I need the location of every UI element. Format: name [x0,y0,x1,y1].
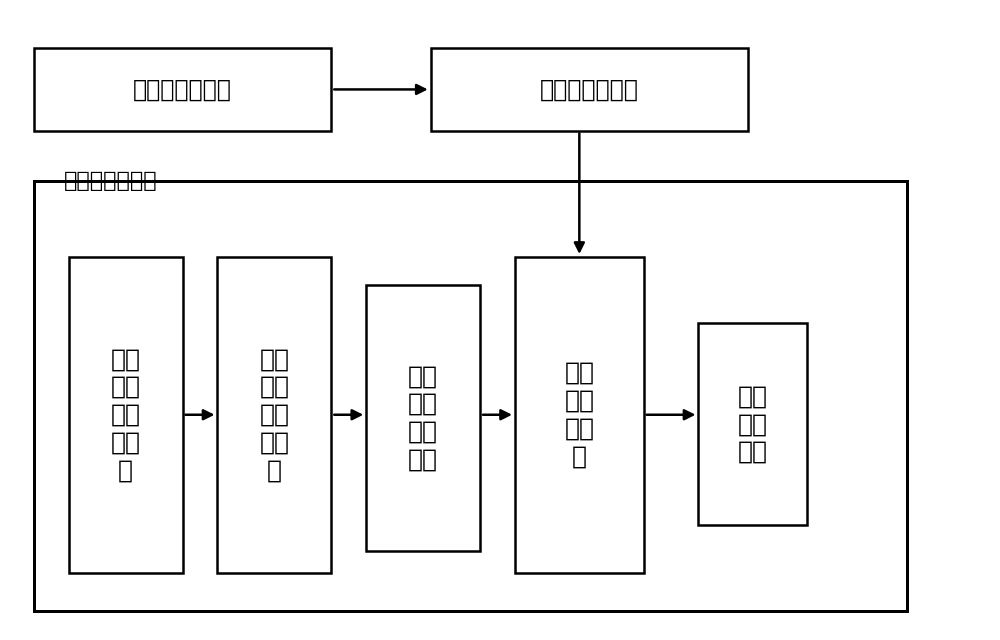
Text: 信号模数变换器: 信号模数变换器 [540,77,639,102]
Text: 嵌入式微处理器: 嵌入式微处理器 [64,170,157,191]
Text: 系统状态分解器: 系统状态分解器 [133,77,232,102]
Text: 系统
参数
初始
化模
块: 系统 参数 初始 化模 块 [111,347,141,483]
Bar [217,257,331,573]
Bar [69,257,183,573]
Text: 信息
率优
化分
配模
块: 信息 率优 化分 配模 块 [259,347,289,483]
Text: 量化
值生
成模
块: 量化 值生 成模 块 [564,361,594,468]
Bar [515,257,644,573]
Text: 量化
参数
计算
模块: 量化 参数 计算 模块 [408,364,438,472]
Bar [698,323,807,525]
Bar [34,49,331,131]
Bar [366,285,480,550]
Bar [431,49,748,131]
Text: 无线
通信
电路: 无线 通信 电路 [738,385,768,464]
Bar [34,181,907,611]
